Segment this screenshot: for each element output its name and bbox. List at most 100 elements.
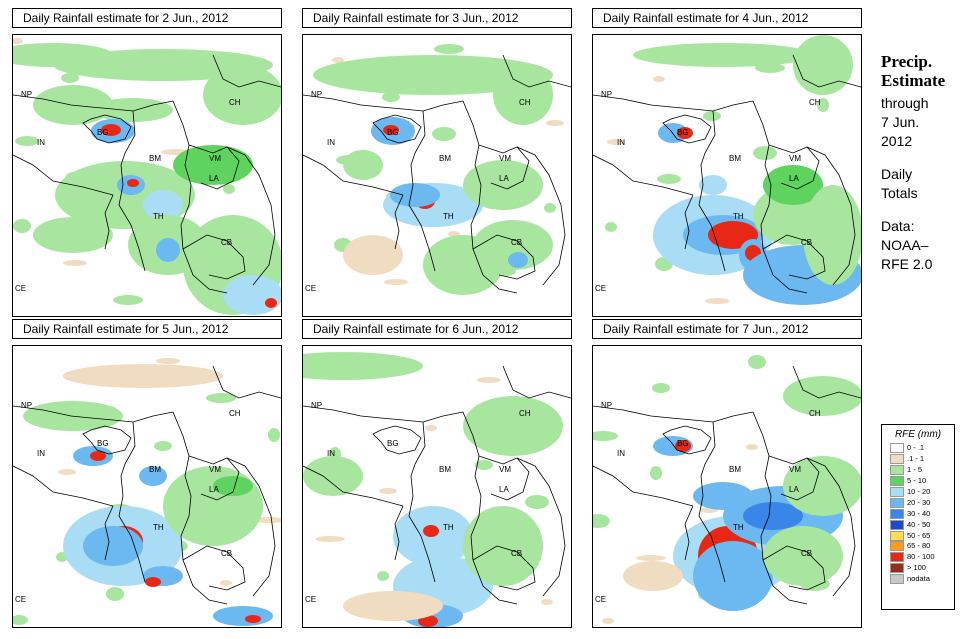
rain-cell xyxy=(303,456,363,496)
country-label-th: TH xyxy=(153,212,164,221)
rain-cell xyxy=(313,55,553,95)
rain-patch xyxy=(432,127,456,141)
rainfall-panel: Daily Rainfall estimate for 7 Jun., 2012… xyxy=(592,319,862,628)
country-border xyxy=(13,154,114,196)
country-label-cb: CB xyxy=(511,238,523,247)
country-border xyxy=(13,465,114,507)
rain-patch xyxy=(63,260,87,266)
rain-patch xyxy=(607,139,625,145)
country-label-np: NP xyxy=(21,90,33,99)
rain-cell xyxy=(463,160,543,210)
country-border xyxy=(768,455,820,501)
rain-patch xyxy=(332,57,344,63)
rain-patch xyxy=(13,219,31,233)
rain-patch xyxy=(434,44,464,54)
rain-cell xyxy=(145,577,161,587)
rainfall-panel: Daily Rainfall estimate for 5 Jun., 2012… xyxy=(12,319,282,628)
rain-cell xyxy=(463,396,563,456)
rain-cell xyxy=(423,525,439,537)
legend-swatch xyxy=(890,465,904,476)
country-border xyxy=(502,54,571,88)
country-label-bg: BG xyxy=(387,128,399,137)
country-label-bg: BG xyxy=(677,128,689,137)
country-border xyxy=(684,194,694,250)
rainfall-map: NP CH IN BG BM VM LA TH CB CE xyxy=(302,34,572,317)
rain-patch xyxy=(106,587,124,601)
country-label-vm: VM xyxy=(499,154,511,163)
legend-label: 1 - 5 xyxy=(907,465,923,475)
rain-patch xyxy=(206,393,236,403)
country-label-vm: VM xyxy=(789,154,801,163)
country-label-ch: CH xyxy=(519,98,531,107)
country-border xyxy=(394,505,404,561)
rain-patch xyxy=(384,279,408,285)
country-border xyxy=(462,100,518,294)
legend-swatch xyxy=(890,476,904,487)
country-label-th: TH xyxy=(443,212,454,221)
country-label-in: IN xyxy=(37,138,45,147)
rain-cell xyxy=(303,352,423,380)
legend-item: 10 - 20 xyxy=(882,487,954,498)
country-label-bg: BG xyxy=(387,439,399,448)
legend-title: RFE (mm) xyxy=(894,429,942,440)
rain-cell xyxy=(743,502,803,530)
rain-cell xyxy=(658,123,688,143)
rain-cell xyxy=(163,466,263,546)
country-label-bg: BG xyxy=(97,439,109,448)
country-label-bm: BM xyxy=(149,465,161,474)
rain-patch xyxy=(156,358,180,364)
country-label-in: IN xyxy=(617,138,625,147)
rain-cell xyxy=(699,175,727,195)
legend-label: nodata xyxy=(907,574,930,584)
rainfall-map-graphic xyxy=(593,35,861,305)
country-label-bm: BM xyxy=(729,154,741,163)
rain-patch xyxy=(475,460,493,470)
rain-cell xyxy=(693,541,773,611)
country-border xyxy=(792,54,861,88)
country-label-in: IN xyxy=(37,449,45,458)
country-border xyxy=(806,146,856,286)
rainfall-map: NP CH IN BG BM VM LA TH CB CE xyxy=(302,345,572,628)
rain-patch xyxy=(15,136,39,146)
country-border xyxy=(182,545,246,591)
country-border xyxy=(408,421,436,583)
rain-cell xyxy=(33,217,113,253)
country-border xyxy=(792,365,861,399)
rain-patch xyxy=(113,295,143,305)
rainfall-map: NP CH IN BG BM VM LA TH CB CE xyxy=(12,34,282,317)
country-label-np: NP xyxy=(21,401,33,410)
legend-item: 80 - 100 xyxy=(882,552,954,563)
rainfall-map-graphic xyxy=(13,38,281,315)
country-label-la: LA xyxy=(499,485,509,494)
country-border xyxy=(462,411,518,605)
legend-swatch xyxy=(890,530,904,541)
country-label-in: IN xyxy=(327,138,335,147)
country-label-ch: CH xyxy=(519,409,531,418)
legend-item: 30 - 40 xyxy=(882,508,954,519)
rain-patch xyxy=(703,111,721,121)
panel-title: Daily Rainfall estimate for 2 Jun., 2012 xyxy=(12,8,282,28)
rain-cell xyxy=(173,145,253,185)
legend-item: 40 - 50 xyxy=(882,519,954,530)
rain-patch xyxy=(13,615,28,625)
legend-swatch xyxy=(890,563,904,574)
sidebar-caption: Precip. Estimate through 7 Jun. 2012 Dai… xyxy=(881,52,963,274)
legend-label: 0 - .1 xyxy=(907,443,925,453)
rain-patch xyxy=(593,514,610,528)
legend-swatch xyxy=(890,574,904,585)
legend-item: 5 - 10 xyxy=(882,476,954,487)
legend-label: 5 - 10 xyxy=(907,476,927,486)
rain-cell xyxy=(675,440,691,452)
country-border xyxy=(372,114,422,144)
rain-patch xyxy=(753,146,777,160)
sidebar-daily: Daily xyxy=(881,166,913,182)
rain-patch xyxy=(379,488,397,494)
rainfall-map-graphic xyxy=(303,352,571,627)
country-label-cb: CB xyxy=(221,238,233,247)
rain-cell xyxy=(783,376,861,416)
rain-patch xyxy=(525,495,549,509)
country-border xyxy=(303,94,464,112)
rain-cell xyxy=(463,506,543,586)
country-border xyxy=(212,54,281,88)
legend-swatch xyxy=(890,508,904,519)
